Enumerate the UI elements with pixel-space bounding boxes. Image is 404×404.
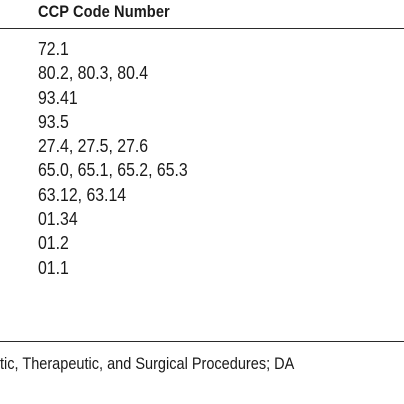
table-row: 93.41 (38, 87, 78, 108)
table-row: 01.2 (38, 233, 69, 254)
table: CCP Code Number 72.1 80.2, 80.3, 80.4 93… (0, 2, 404, 342)
code-list: 72.1 80.2, 80.3, 80.4 93.41 93.5 27.4, 2… (38, 37, 208, 280)
table-row: 72.1 (38, 39, 69, 59)
column-header-ccp-code: CCP Code Number (38, 2, 170, 21)
table-row: 63.12, 63.14 (38, 184, 127, 205)
header-rule (0, 28, 404, 29)
table-row: 01.1 (38, 257, 69, 278)
table-row: 80.2, 80.3, 80.4 (38, 63, 149, 84)
table-row: 93.5 (38, 111, 69, 132)
table-row: 01.34 (38, 209, 78, 230)
table-row: 65.0, 65.1, 65.2, 65.3 (38, 160, 188, 181)
table-bottom-rule (0, 341, 404, 342)
table-footnote: tic, Therapeutic, and Surgical Procedure… (0, 355, 295, 373)
table-row: 27.4, 27.5, 27.6 (38, 136, 149, 157)
